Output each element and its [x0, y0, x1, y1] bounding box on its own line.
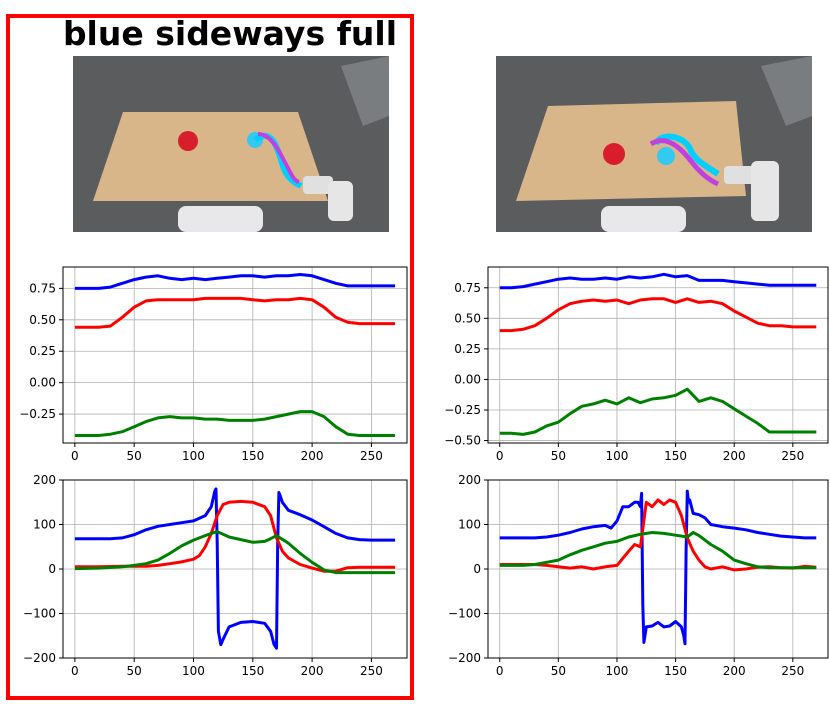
y-tick-label: 0.25 [29, 344, 56, 358]
x-tick-label: 50 [127, 449, 142, 463]
robot-arm [328, 181, 353, 221]
chair-shape [761, 56, 812, 126]
series-line [499, 498, 817, 572]
series-line [74, 487, 396, 650]
trajectory-magenta [649, 138, 720, 187]
x-tick-label: 100 [606, 664, 629, 678]
series-line [499, 387, 817, 436]
x-tick-label: 200 [723, 664, 746, 678]
series-line [499, 297, 817, 333]
photo-left [73, 56, 389, 232]
y-tick-label: −0.25 [19, 407, 56, 421]
gripper [303, 176, 333, 194]
chair-shape [341, 56, 389, 126]
y-tick-label: 0.00 [29, 376, 56, 390]
gripper [724, 166, 754, 184]
y-tick-label: 0.75 [29, 281, 56, 295]
x-tick-label: 50 [127, 664, 142, 678]
robot-arm [751, 161, 779, 221]
x-tick-label: 150 [241, 449, 264, 463]
plot-frame [487, 266, 829, 444]
blue-cup [657, 147, 675, 165]
y-tick-label: 200 [33, 473, 56, 487]
x-tick-label: 200 [723, 449, 746, 463]
robot-base [601, 206, 686, 232]
y-tick-label: −0.50 [444, 434, 481, 448]
plot-frame [62, 266, 408, 444]
y-tick-label: −0.25 [444, 403, 481, 417]
x-tick-label: 200 [301, 449, 324, 463]
trajectory-cyan [653, 133, 720, 177]
x-tick-label: 50 [551, 664, 566, 678]
y-tick-label: 0.50 [29, 313, 56, 327]
robot-base [178, 206, 263, 232]
y-tick-label: −200 [23, 651, 56, 665]
series-line [499, 272, 817, 290]
series-line [74, 273, 396, 290]
y-tick-label: 200 [458, 473, 481, 487]
y-tick-label: 0 [48, 562, 56, 576]
trajectory-magenta [257, 132, 300, 184]
plot-frame [62, 479, 408, 659]
y-tick-label: −100 [23, 607, 56, 621]
x-tick-label: 100 [182, 449, 205, 463]
y-tick-label: 100 [33, 518, 56, 532]
panel-title: blue sideways full [62, 14, 398, 53]
red-cup [178, 131, 198, 151]
x-tick-label: 250 [360, 449, 383, 463]
x-tick-label: 0 [71, 449, 79, 463]
x-tick-label: 50 [551, 449, 566, 463]
x-tick-label: 0 [71, 664, 79, 678]
y-tick-label: 0 [473, 562, 481, 576]
y-tick-label: 0.25 [454, 342, 481, 356]
series-line [74, 410, 396, 437]
red-cup [603, 143, 625, 165]
y-tick-label: 0.75 [454, 281, 481, 295]
series-line [74, 296, 396, 329]
photo-right [496, 56, 812, 232]
x-tick-label: 150 [241, 664, 264, 678]
x-tick-label: 200 [301, 664, 324, 678]
x-tick-label: 250 [781, 449, 804, 463]
x-tick-label: 0 [496, 664, 504, 678]
series-line [499, 531, 817, 570]
table-surface [516, 101, 746, 201]
x-tick-label: 150 [664, 664, 687, 678]
highlight-frame [6, 14, 414, 700]
y-tick-label: −100 [448, 607, 481, 621]
x-tick-label: 0 [496, 449, 504, 463]
series-line [74, 530, 396, 575]
series-line [499, 489, 817, 646]
plot-frame [487, 479, 829, 659]
y-tick-label: 0.00 [454, 372, 481, 386]
x-tick-label: 100 [606, 449, 629, 463]
x-tick-label: 100 [182, 664, 205, 678]
y-tick-label: 100 [458, 518, 481, 532]
x-tick-label: 250 [360, 664, 383, 678]
x-tick-label: 250 [781, 664, 804, 678]
y-tick-label: −200 [448, 651, 481, 665]
y-tick-label: 0.50 [454, 311, 481, 325]
x-tick-label: 150 [664, 449, 687, 463]
